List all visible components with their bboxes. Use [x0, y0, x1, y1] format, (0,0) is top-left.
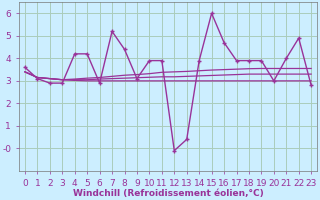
X-axis label: Windchill (Refroidissement éolien,°C): Windchill (Refroidissement éolien,°C)	[73, 189, 263, 198]
